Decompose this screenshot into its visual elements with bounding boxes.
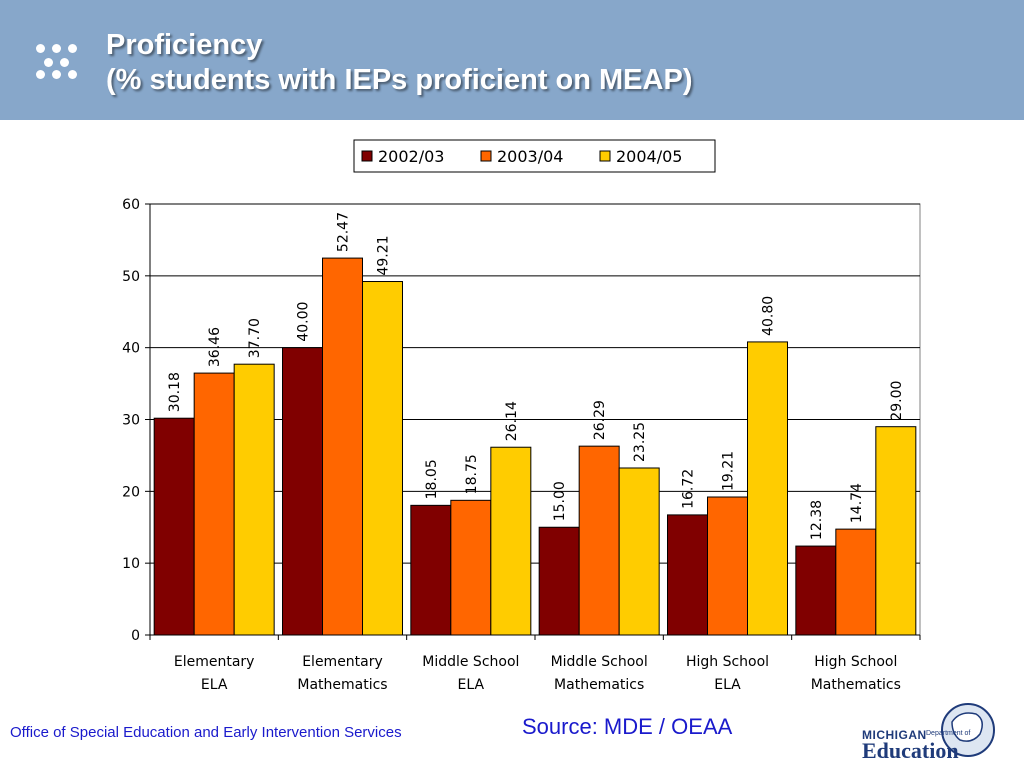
y-tick-label: 60 — [122, 197, 140, 213]
x-tick-label: Middle School — [422, 654, 519, 670]
legend-swatch — [599, 150, 611, 162]
bar — [322, 257, 363, 636]
bar — [795, 545, 837, 636]
data-label: 12.38 — [809, 500, 825, 540]
legend-label: 2004/05 — [616, 147, 682, 166]
bar — [538, 526, 580, 636]
header-bar: Proficiency (% students with IEPs profic… — [0, 0, 1024, 120]
x-tick-label: High School — [686, 654, 769, 670]
legend-swatch — [480, 150, 492, 162]
data-label: 40.80 — [761, 296, 777, 336]
bar-chart: 0 10 20 30 40 50 60 Elementary ELA 30.18 36.46 37.7… — [122, 139, 921, 693]
bar — [282, 347, 323, 636]
legend — [353, 139, 716, 173]
logo-michigan-text: MICHIGAN — [862, 728, 927, 742]
source-note: Source: MDE / OEAA — [522, 714, 733, 739]
data-label: 18.75 — [464, 454, 480, 494]
y-tick-label: 50 — [122, 269, 140, 285]
bar — [835, 528, 877, 636]
x-tick-label: Mathematics — [554, 677, 644, 693]
data-label: 26.14 — [504, 401, 520, 441]
bar — [618, 467, 660, 636]
page-title: Proficiency (% students with IEPs profic… — [106, 28, 692, 98]
x-tick-label: ELA — [458, 677, 485, 693]
data-label: 18.05 — [424, 459, 440, 499]
legend-label: 2003/04 — [497, 147, 563, 166]
x-tick-label: Mathematics — [297, 677, 387, 693]
x-tick-label: Mathematics — [811, 677, 901, 693]
bar — [193, 372, 235, 636]
title-line-2: (% students with IEPs proficient on MEAP… — [106, 64, 693, 96]
data-label: 14.74 — [849, 483, 865, 523]
bar — [410, 504, 452, 636]
x-tick-label: Middle School — [551, 654, 648, 670]
logo-education-text: Education — [862, 738, 959, 763]
x-tick-label: Elementary — [174, 654, 255, 670]
data-label: 26.29 — [592, 400, 608, 440]
data-label: 16.72 — [681, 469, 697, 509]
bar — [153, 417, 195, 636]
legend-swatch — [361, 150, 373, 162]
data-label: 29.00 — [889, 381, 905, 421]
x-tick-label: High School — [814, 654, 897, 670]
bar — [450, 499, 492, 636]
y-tick-label: 30 — [122, 413, 140, 429]
bar — [578, 445, 620, 636]
bar — [875, 426, 917, 636]
data-label: 15.00 — [552, 481, 568, 521]
y-tick-label: 0 — [131, 628, 140, 644]
legend-label: 2002/03 — [378, 147, 444, 166]
data-label: 30.18 — [167, 372, 183, 412]
data-label: 37.70 — [247, 318, 263, 358]
x-tick-label: ELA — [201, 677, 228, 693]
title-line-1: Proficiency — [106, 29, 263, 61]
bullet-dots-icon — [30, 40, 90, 80]
bar — [747, 341, 788, 636]
logo-department-text: Department of — [926, 730, 971, 737]
office-name: Office of Special Education and Early In… — [10, 724, 402, 741]
bar — [667, 514, 708, 636]
data-label: 49.21 — [376, 235, 392, 275]
bar — [707, 496, 748, 636]
chart-area: 0 10 20 30 40 50 60 Elementary ELA 30.18 36.46 37.7… — [0, 130, 1024, 700]
x-tick-label: Elementary — [302, 654, 383, 670]
data-label: 52.47 — [336, 212, 352, 252]
data-label: 23.25 — [632, 422, 648, 462]
data-label: 40.00 — [296, 302, 312, 342]
x-tick-label: ELA — [714, 677, 741, 693]
bar — [362, 281, 403, 636]
y-tick-label: 10 — [122, 556, 140, 572]
y-tick-label: 20 — [122, 484, 140, 500]
michigan-education-logo: MICHIGAN Department of Education — [860, 700, 1010, 764]
data-label: 19.21 — [721, 451, 737, 491]
data-label: 36.46 — [207, 327, 223, 367]
bar — [233, 363, 275, 636]
bar — [490, 446, 532, 636]
y-tick-label: 40 — [122, 341, 140, 357]
michigan-map-icon — [941, 703, 995, 757]
